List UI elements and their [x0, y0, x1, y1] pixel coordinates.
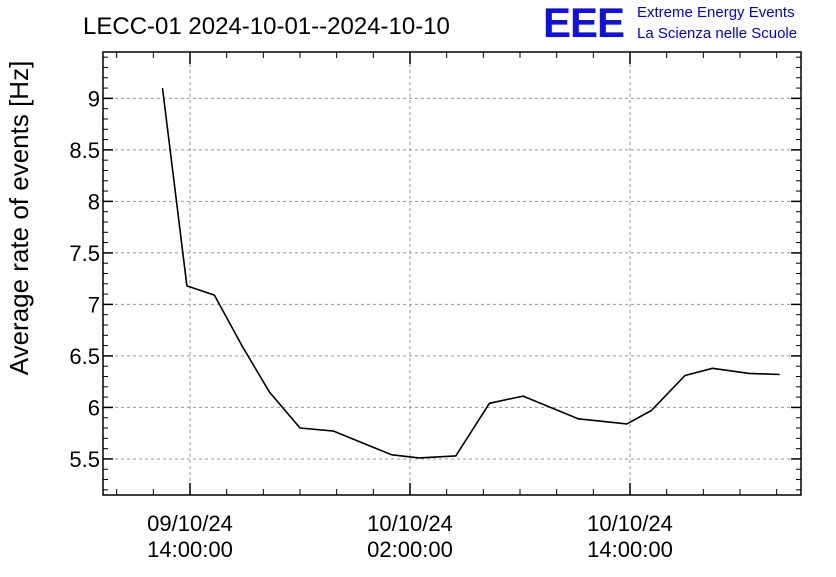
y-axis-label: Average rate of events [Hz]: [4, 61, 34, 376]
x-tick-label-date: 10/10/24: [587, 511, 673, 536]
tick-labels: 5.566.577.588.5909/10/2414:00:0010/10/24…: [69, 86, 672, 562]
x-tick-label-time: 14:00:00: [587, 537, 673, 562]
eee-logo: EEE: [543, 0, 625, 46]
y-tick-label: 6: [88, 395, 100, 420]
y-tick-label: 7: [88, 292, 100, 317]
y-tick-label: 7.5: [69, 241, 100, 266]
y-tick-label: 9: [88, 86, 100, 111]
x-tick-label-time: 02:00:00: [367, 537, 453, 562]
x-tick-label-time: 14:00:00: [147, 537, 233, 562]
rate-series-line: [161, 88, 780, 459]
x-tick-label-date: 10/10/24: [367, 511, 453, 536]
y-tick-label: 5.5: [69, 447, 100, 472]
y-tick-label: 8: [88, 189, 100, 214]
y-tick-label: 8.5: [69, 138, 100, 163]
grid: [103, 52, 801, 495]
chart-title: LECC-01 2024-10-01--2024-10-10: [83, 13, 450, 40]
axis-ticks: [103, 52, 801, 495]
plot-frame: [102, 51, 802, 496]
y-tick-label: 6.5: [69, 344, 100, 369]
series: [161, 88, 780, 459]
logo-subtitle-line-1: Extreme Energy Events: [637, 4, 795, 21]
logo-subtitle-line-2: La Scienza nelle Scuole: [637, 25, 798, 42]
x-tick-label-date: 09/10/24: [147, 511, 233, 536]
